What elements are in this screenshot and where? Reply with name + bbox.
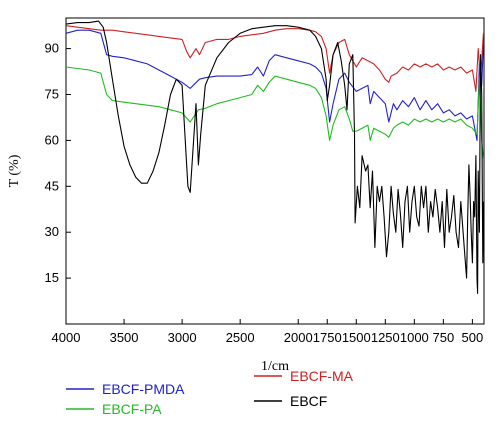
y-tick-label: 90 xyxy=(45,41,59,56)
x-tick-label: 2000 xyxy=(284,330,313,345)
x-tick-label: 3000 xyxy=(168,330,197,345)
legend-label-ebcf: EBCF xyxy=(290,393,327,409)
series-line-ebcf-pa xyxy=(65,66,484,159)
x-tick-label: 1500 xyxy=(342,330,371,345)
x-tick-label: 2500 xyxy=(226,330,255,345)
y-tick-label: 75 xyxy=(45,87,59,102)
y-axis-ticks: 15 30 45 60 75 90 xyxy=(45,41,71,285)
y-tick-label: 45 xyxy=(45,178,59,193)
y-tick-label: 60 xyxy=(45,132,59,147)
x-tick-label: 1750 xyxy=(313,330,342,345)
x-tick-label: 1000 xyxy=(400,330,429,345)
x-tick-label: 750 xyxy=(433,330,455,345)
legend-label-ebcf-pa: EBCF-PA xyxy=(102,401,162,417)
legend: EBCF-PMDA EBCF-MA EBCF-PA EBCF xyxy=(66,368,354,417)
series-line-ebcf-pmda xyxy=(65,29,484,141)
x-tick-label: 4000 xyxy=(52,330,81,345)
x-axis-label: 1/cm xyxy=(261,359,289,374)
legend-label-ebcf-ma: EBCF-MA xyxy=(290,368,354,384)
series-lines xyxy=(65,20,484,294)
x-tick-label: 1250 xyxy=(371,330,400,345)
y-tick-label: 15 xyxy=(45,270,59,285)
y-tick-label: 30 xyxy=(45,224,59,239)
series-line-ebcf-ma xyxy=(65,25,484,92)
legend-label-ebcf-pmda: EBCF-PMDA xyxy=(102,381,185,397)
x-tick-label: 500 xyxy=(462,330,484,345)
x-tick-label: 3500 xyxy=(110,330,139,345)
plot-frame xyxy=(65,17,485,325)
series-line-ebcf xyxy=(65,20,484,294)
x-axis-ticks: 4000 3500 3000 2500 2000 1750 1500 1250 1000 750 5… xyxy=(52,319,484,345)
y-axis-label: T (%) xyxy=(7,154,22,187)
